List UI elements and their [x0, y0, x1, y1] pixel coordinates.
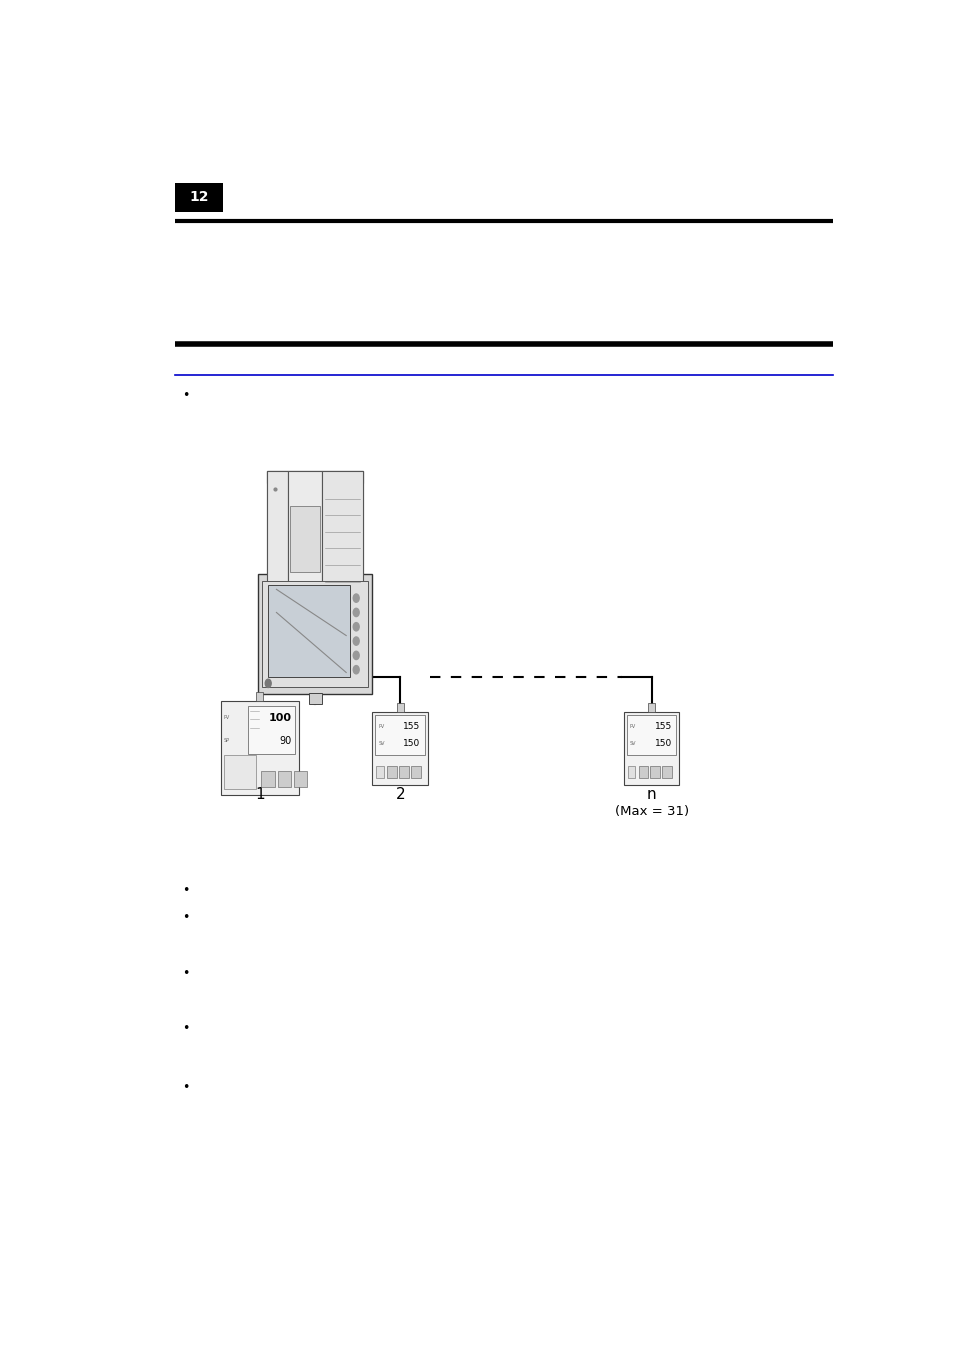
Bar — [262, 581, 368, 687]
Text: •: • — [182, 1081, 190, 1095]
Bar — [290, 507, 319, 572]
Bar — [267, 470, 363, 590]
Text: 1: 1 — [254, 787, 264, 802]
Text: •: • — [182, 388, 190, 402]
Text: (Max = 31): (Max = 31) — [614, 805, 688, 818]
Bar — [627, 766, 635, 778]
Bar — [257, 574, 372, 694]
Text: 100: 100 — [269, 713, 292, 723]
Bar — [372, 712, 428, 785]
Bar — [396, 702, 403, 712]
Bar — [661, 766, 671, 778]
Bar — [267, 470, 363, 483]
Text: 90: 90 — [279, 736, 292, 745]
Text: PV: PV — [224, 716, 230, 720]
Bar — [255, 692, 263, 701]
Text: •: • — [182, 967, 190, 980]
Bar — [277, 771, 291, 787]
Text: •: • — [182, 1022, 190, 1035]
Text: PV: PV — [629, 724, 636, 729]
Bar — [638, 766, 648, 778]
Bar — [174, 182, 222, 212]
Text: 150: 150 — [654, 739, 671, 748]
Text: 150: 150 — [403, 739, 420, 748]
Bar — [623, 712, 679, 785]
Circle shape — [353, 594, 358, 603]
Circle shape — [353, 666, 358, 674]
Text: •: • — [182, 884, 190, 896]
Bar — [650, 766, 659, 778]
Bar — [315, 589, 329, 600]
Bar — [308, 693, 321, 704]
Circle shape — [353, 636, 358, 646]
Bar — [294, 771, 307, 787]
Bar — [268, 585, 350, 677]
Text: 155: 155 — [654, 721, 671, 731]
Bar — [387, 766, 396, 778]
Bar — [221, 701, 298, 795]
Circle shape — [353, 651, 358, 659]
Text: PV: PV — [378, 724, 384, 729]
Bar — [375, 766, 383, 778]
Bar — [261, 771, 274, 787]
Bar — [224, 755, 256, 789]
Bar — [267, 470, 288, 590]
Bar — [375, 714, 424, 755]
Bar — [626, 714, 676, 755]
Bar — [647, 702, 655, 712]
Text: 2: 2 — [395, 787, 405, 802]
Text: SV: SV — [629, 741, 636, 747]
Text: SV: SV — [378, 741, 384, 747]
Text: 155: 155 — [403, 721, 420, 731]
Text: SP: SP — [224, 739, 230, 743]
Text: n: n — [646, 787, 656, 802]
Circle shape — [353, 623, 358, 631]
Circle shape — [353, 608, 358, 616]
Text: •: • — [182, 911, 190, 923]
Bar — [398, 766, 408, 778]
Bar — [321, 470, 363, 590]
Circle shape — [265, 679, 271, 687]
Bar — [411, 766, 420, 778]
Bar — [288, 470, 321, 590]
Bar — [248, 705, 294, 755]
Text: 12: 12 — [189, 190, 209, 204]
